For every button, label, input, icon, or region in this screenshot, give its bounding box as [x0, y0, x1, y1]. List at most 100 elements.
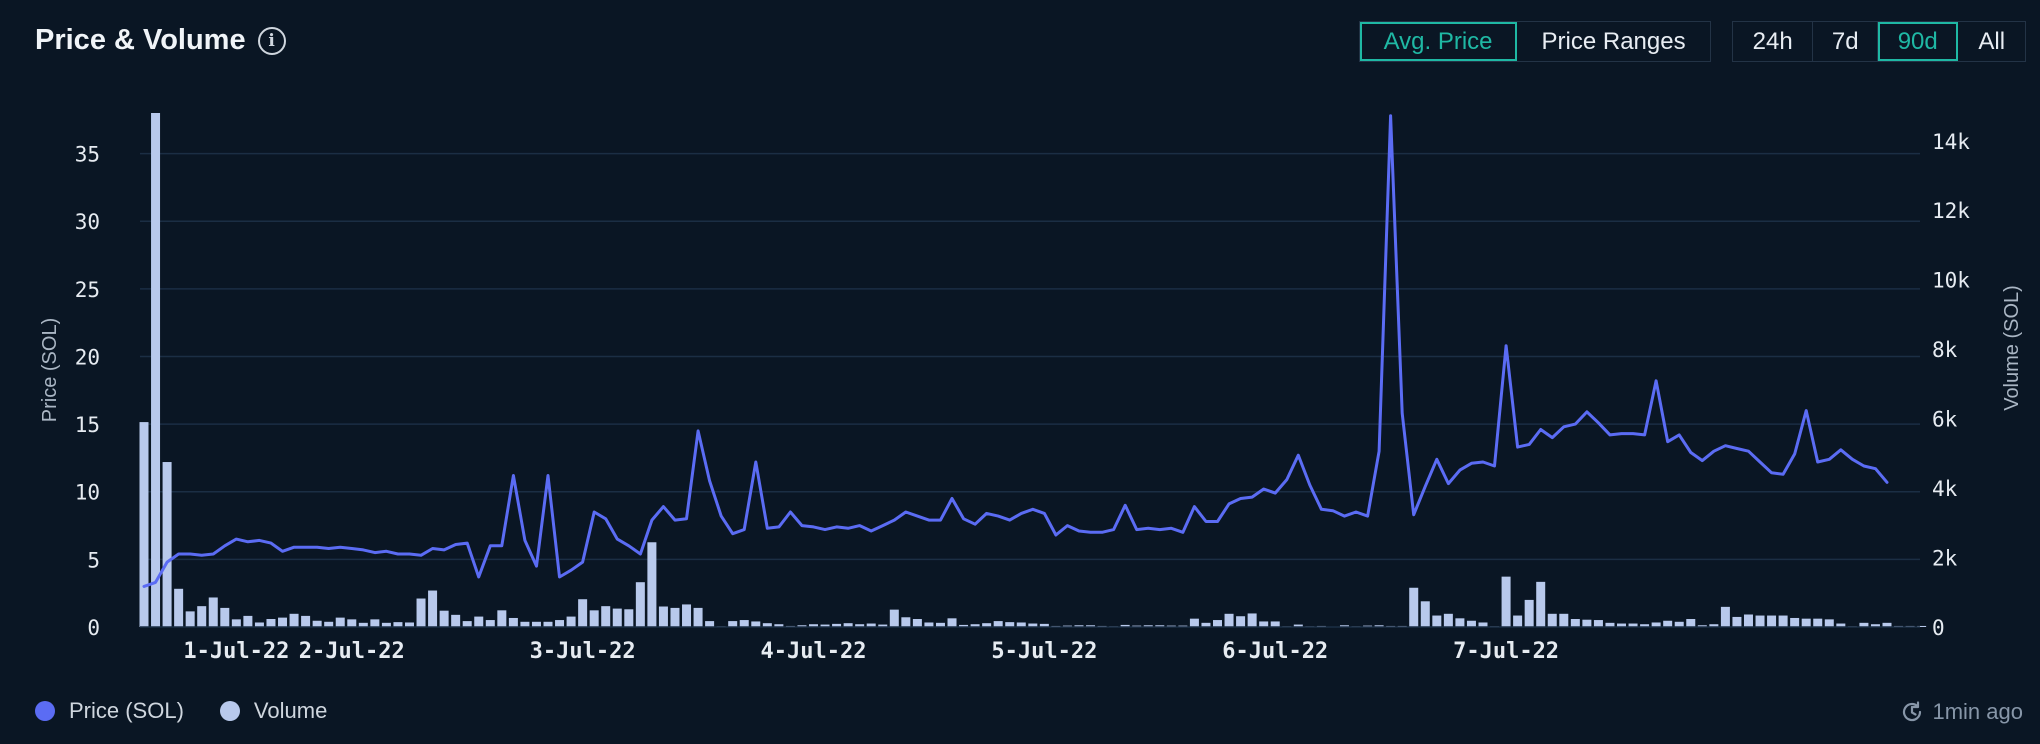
- volume-bar: [1628, 623, 1638, 627]
- x-tick-label: 3-Jul-22: [530, 639, 636, 664]
- legend-item-price[interactable]: Price (SOL): [35, 698, 184, 724]
- volume-bar: [1663, 620, 1673, 627]
- volume-bar: [728, 621, 738, 627]
- volume-bar: [1420, 601, 1430, 627]
- y-tick-label-left: 35: [75, 143, 100, 167]
- volume-bar: [808, 624, 818, 627]
- y-tick-label-left: 20: [75, 345, 100, 369]
- volume-bar: [208, 597, 218, 627]
- volume-bar: [1524, 599, 1534, 627]
- volume-bar: [1455, 618, 1465, 627]
- y-tick-label-right: 8k: [1932, 338, 1958, 362]
- legend-dot-price: [35, 701, 55, 721]
- volume-bar: [624, 609, 634, 627]
- volume-bar: [797, 625, 807, 627]
- volume-bar: [1466, 620, 1476, 627]
- volume-bar: [185, 611, 195, 627]
- volume-bar: [1201, 622, 1211, 627]
- volume-bar: [555, 620, 565, 627]
- volume-bar: [162, 462, 172, 627]
- y-tick-label-left: 15: [75, 413, 100, 437]
- volume-bar: [508, 617, 518, 627]
- y-tick-label-right: 14k: [1932, 130, 1970, 154]
- volume-bar: [1005, 622, 1015, 627]
- volume-bar: [1536, 581, 1546, 627]
- volume-bar: [231, 619, 241, 627]
- volume-bar: [924, 622, 934, 627]
- volume-bar: [1582, 619, 1592, 627]
- volume-bar: [1339, 625, 1349, 627]
- volume-bar: [197, 606, 207, 627]
- range-all-tab[interactable]: All: [1978, 27, 2006, 55]
- range-24h-tab[interactable]: 24h: [1733, 22, 1814, 61]
- volume-bar: [1870, 624, 1880, 627]
- volume-bar: [993, 621, 1003, 627]
- volume-bar: [1755, 615, 1765, 627]
- volume-bar: [324, 621, 334, 627]
- y-tick-label-left: 10: [75, 481, 100, 505]
- volume-bar: [139, 422, 149, 627]
- volume-bar: [451, 614, 461, 627]
- page-title: Price & Volume: [35, 24, 246, 56]
- legend-item-volume[interactable]: Volume: [219, 698, 327, 724]
- time-range-toggle: 24h 7d 90d All: [1732, 21, 2026, 62]
- x-tick-label: 5-Jul-22: [991, 639, 1097, 664]
- volume-bar: [381, 622, 391, 627]
- volume-bar: [889, 609, 899, 627]
- volume-bar: [243, 615, 253, 627]
- volume-bar: [832, 623, 842, 627]
- volume-bar: [485, 620, 495, 627]
- volume-bar: [866, 623, 876, 627]
- range-90d-tab[interactable]: 90d: [1878, 22, 1959, 61]
- volume-bar: [404, 622, 414, 627]
- volume-bar: [601, 606, 611, 627]
- volume-bar: [1651, 622, 1661, 627]
- volume-bar: [1790, 617, 1800, 627]
- y-tick-label-left: 0: [87, 616, 100, 640]
- volume-bar: [1039, 623, 1049, 627]
- volume-bar: [1836, 623, 1846, 627]
- volume-bar: [774, 624, 784, 627]
- volume-bar: [578, 599, 588, 627]
- volume-bar: [428, 590, 438, 627]
- volume-bar: [1697, 625, 1707, 627]
- volume-bar: [970, 624, 980, 627]
- volume-bar: [843, 623, 853, 627]
- volume-bar: [289, 613, 299, 627]
- volume-bar: [1143, 625, 1153, 627]
- volume-bar: [1686, 619, 1696, 627]
- last-updated: 1min ago: [1900, 699, 2023, 725]
- legend-dot-volume: [219, 701, 240, 721]
- volume-bar: [705, 621, 715, 627]
- volume-bar: [751, 621, 761, 627]
- volume-bar: [1213, 620, 1223, 627]
- volume-bar: [612, 608, 622, 627]
- x-tick-label: 2-Jul-22: [299, 639, 405, 664]
- volume-bar: [693, 607, 703, 627]
- volume-bar: [635, 582, 645, 627]
- avg-price-tab[interactable]: Avg. Price: [1360, 22, 1518, 61]
- volume-bar: [1882, 622, 1892, 627]
- volume-bar: [1028, 623, 1038, 627]
- volume-bar: [1236, 616, 1246, 627]
- volume-bar: [1016, 622, 1026, 627]
- range-7d-tab[interactable]: 7d: [1813, 22, 1879, 61]
- y-tick-label-right: 4k: [1932, 477, 1958, 501]
- volume-bar: [1501, 576, 1511, 627]
- price-ranges-tab[interactable]: Price Ranges: [1541, 27, 1686, 55]
- volume-bar: [520, 621, 530, 627]
- volume-bar: [1270, 621, 1280, 627]
- volume-bar: [416, 598, 426, 627]
- volume-bar: [1559, 613, 1569, 627]
- volume-bar: [1259, 621, 1269, 627]
- volume-bar: [1824, 619, 1834, 627]
- volume-bar: [370, 619, 380, 627]
- info-icon[interactable]: i: [257, 26, 286, 55]
- volume-bar: [347, 619, 357, 627]
- volume-bar: [1767, 615, 1777, 627]
- volume-bar: [658, 606, 668, 627]
- volume-bar: [1801, 618, 1811, 627]
- volume-bar: [393, 622, 403, 627]
- volume-bar: [1432, 615, 1442, 627]
- volume-bar: [1086, 625, 1096, 627]
